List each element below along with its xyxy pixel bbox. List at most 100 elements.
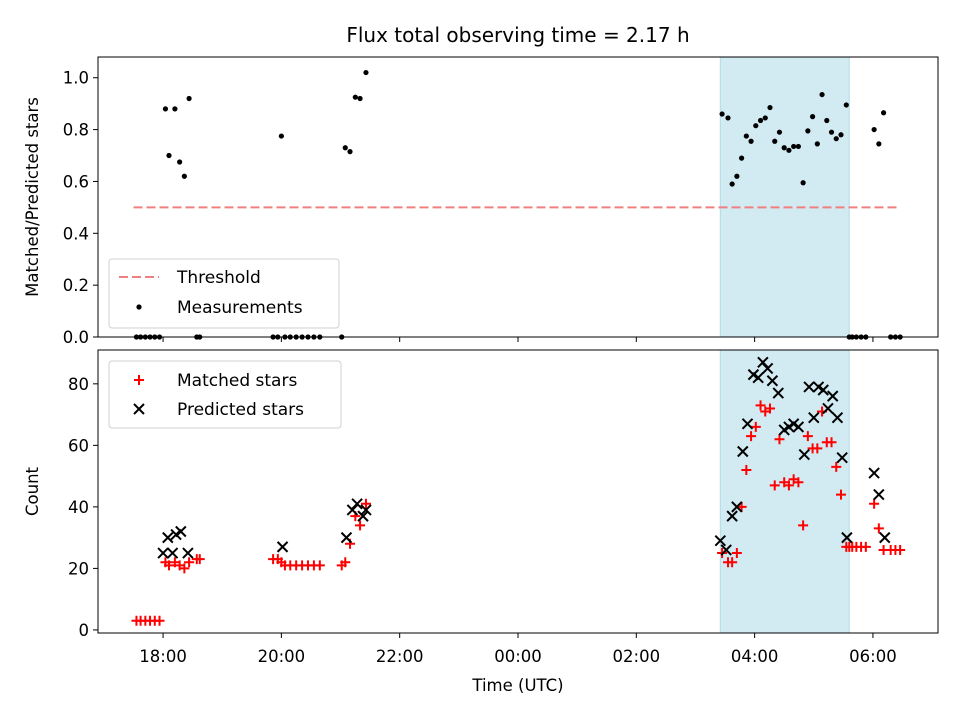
top-panel: 0.0 0.2 0.4 0.6 0.8 1.0 Matched/Predicted star… (23, 56, 939, 347)
legend-threshold-label: Threshold (176, 268, 261, 288)
measurement-point (871, 126, 877, 133)
matched-point (314, 560, 325, 571)
top-shaded-span (719, 56, 850, 338)
measurement-point (843, 102, 849, 108)
measurement-point (177, 159, 183, 165)
measurement-point (838, 132, 844, 138)
chart-title: Flux total observing time = 2.17 h (346, 23, 689, 47)
matched-point (194, 554, 205, 565)
measurement-point (719, 111, 725, 117)
bottom-shaded-span (719, 349, 850, 634)
predicted-point (346, 504, 359, 516)
bottom-ylabel: Count (23, 466, 42, 516)
measurement-point (166, 152, 172, 159)
measurement-point (757, 117, 764, 124)
measurement-point (762, 115, 768, 121)
measurement-point (767, 104, 773, 111)
measurement-point (357, 95, 363, 102)
measurement-point (181, 173, 187, 179)
predicted-point (720, 544, 732, 556)
bottom-xtick-label: 18:00 (139, 647, 187, 666)
legend-box (108, 258, 340, 329)
measurement-point (800, 180, 806, 186)
measurement-point (743, 133, 749, 139)
measurement-point (781, 145, 787, 151)
predicted-point (175, 525, 187, 538)
matched-point (179, 563, 190, 574)
measurement-point (876, 141, 882, 147)
measurement-point (819, 91, 825, 98)
matched-point (355, 520, 366, 531)
bottom-legend: Matched stars Predicted stars (108, 360, 342, 429)
predicted-point (714, 535, 727, 547)
predicted-point (726, 510, 738, 522)
matched-point (746, 431, 757, 442)
top-ytick-label: 0.4 (63, 224, 89, 243)
predicted-point (752, 371, 764, 384)
matched-point (184, 557, 195, 568)
predicted-point (826, 390, 839, 402)
predicted-point (731, 501, 743, 513)
measurement-point (363, 69, 369, 76)
matched-point (360, 498, 371, 509)
matched-point (783, 480, 794, 491)
matched-point (798, 520, 809, 531)
measurement-point (162, 106, 169, 112)
bottom-ytick-label: 20 (68, 559, 89, 578)
predicted-point (772, 387, 784, 399)
measurement-point (776, 129, 783, 135)
matched-point (731, 548, 742, 559)
top-ytick-label: 0.8 (63, 121, 89, 140)
measurement-point (278, 133, 284, 139)
predicted-point (162, 531, 174, 544)
matched-point (860, 541, 871, 552)
predicted-point (817, 384, 829, 396)
predicted-point (741, 418, 754, 430)
measurement-point (791, 143, 797, 150)
matched-point (755, 400, 766, 411)
measurement-point (805, 128, 811, 134)
measurement-point (880, 110, 887, 116)
predicted-point (798, 448, 811, 461)
predicted-point (340, 531, 353, 544)
matched-point (831, 461, 842, 472)
matched-point (873, 523, 884, 534)
matched-point (802, 431, 813, 442)
predicted-point (357, 510, 369, 522)
matched-point (793, 477, 804, 488)
predicted-point (808, 411, 820, 424)
matched-point (826, 437, 837, 448)
predicted-point (360, 504, 372, 516)
bottom-xtick-label: 06:00 (849, 647, 897, 666)
legend-box (108, 360, 342, 429)
predicted-point (182, 547, 194, 559)
bottom-xtick-label: 00:00 (494, 647, 542, 666)
predicted-point (757, 356, 769, 369)
top-ytick-label: 1.0 (63, 69, 89, 88)
predicted-point (831, 411, 844, 424)
measurement-point (833, 136, 839, 142)
measurement-point (828, 129, 835, 135)
measurement-point (814, 141, 820, 147)
measurement-point (809, 114, 816, 120)
matched-point (741, 464, 752, 475)
top-ylabel: Matched/Predicted stars (23, 97, 42, 297)
bottom-series-predicted-stars (157, 356, 891, 559)
top-legend: Threshold Measurements (108, 258, 340, 329)
legend-matched-swatch (134, 375, 144, 385)
measurement-point (172, 106, 178, 112)
predicted-point (873, 488, 885, 501)
predicted-point (836, 451, 848, 464)
matched-point (895, 544, 906, 555)
matched-point (163, 560, 174, 571)
measurement-point (748, 138, 754, 144)
measurement-point (734, 173, 740, 179)
matched-point (750, 421, 761, 432)
bottom-panel: 0 20 40 60 80 18:00 20:00 22:00 00:00 02:00 04:00 0… (23, 349, 939, 695)
measurement-point (772, 138, 778, 144)
measurement-point (347, 149, 353, 155)
matched-point (154, 615, 165, 626)
measurement-point (342, 145, 348, 151)
measurement-point (725, 115, 731, 121)
predicted-point (766, 375, 779, 387)
